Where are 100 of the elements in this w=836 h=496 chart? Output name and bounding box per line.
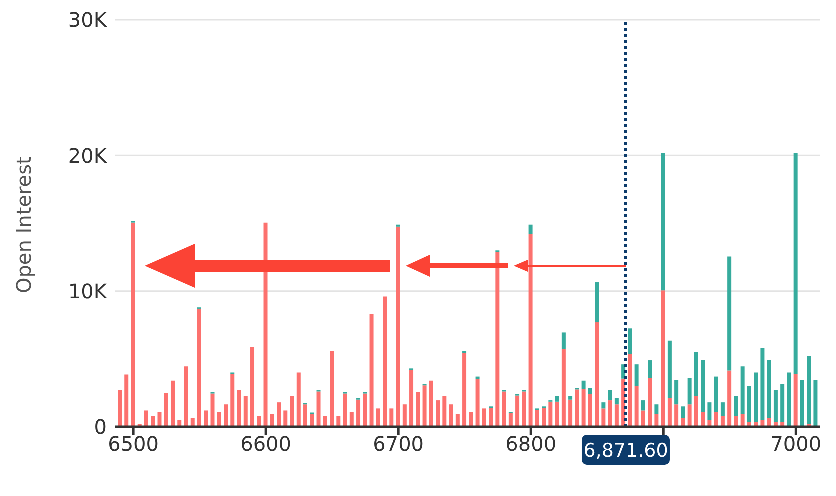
bar [170, 380, 175, 427]
y-tick-label: 20K [68, 144, 108, 168]
bar [814, 380, 818, 427]
bar [535, 410, 540, 427]
bar [708, 402, 712, 420]
bar [476, 380, 480, 427]
bar [740, 414, 745, 427]
bar [151, 416, 156, 427]
bar [582, 389, 586, 427]
bar [416, 392, 420, 427]
bar [807, 356, 812, 424]
bar [528, 224, 533, 234]
bar [608, 400, 612, 427]
bar [323, 416, 328, 427]
bar [237, 390, 242, 427]
bar [190, 418, 195, 427]
bar [343, 394, 348, 427]
bar [568, 400, 573, 427]
y-tick-label: 10K [68, 279, 108, 304]
bar [316, 392, 321, 427]
bar [376, 408, 380, 427]
bar [740, 366, 745, 414]
bar [350, 412, 354, 427]
bar [668, 340, 672, 399]
bar [508, 413, 513, 427]
bar [370, 314, 374, 427]
bar [754, 372, 758, 422]
bar [720, 402, 725, 416]
bar [336, 416, 341, 427]
bar [602, 402, 606, 409]
bar [562, 348, 566, 427]
bar [429, 380, 434, 427]
bar [694, 396, 698, 427]
bar [602, 408, 606, 427]
bar [224, 404, 228, 427]
bar [158, 412, 162, 427]
bar [641, 410, 646, 427]
bar [794, 152, 798, 374]
bar [668, 398, 672, 427]
bar [720, 416, 725, 427]
bar [555, 396, 560, 402]
bar [701, 360, 706, 412]
bar [270, 414, 274, 427]
bar [390, 408, 394, 427]
bar [787, 372, 792, 427]
bar [794, 374, 798, 427]
bar [363, 394, 368, 427]
bar [648, 360, 652, 378]
bar [244, 396, 248, 427]
bar [555, 402, 560, 427]
x-tick-label: 7000 [770, 432, 822, 456]
bar [608, 390, 612, 401]
bar [548, 402, 553, 427]
bar [760, 348, 765, 420]
bar [304, 404, 308, 427]
bar [588, 394, 592, 427]
bar [422, 386, 427, 427]
x-tick-label: 6600 [240, 432, 292, 456]
bar [489, 408, 494, 427]
bar [568, 396, 573, 400]
x-tick-label: 6800 [506, 432, 557, 456]
bar [410, 370, 414, 427]
bar [496, 252, 500, 427]
bar [688, 404, 692, 427]
bar [634, 364, 639, 386]
bar [701, 412, 706, 427]
bar [217, 412, 222, 427]
bar [542, 408, 546, 427]
bar [522, 392, 526, 427]
bar [210, 394, 215, 427]
bar [734, 416, 738, 427]
y-tick-label: 30K [68, 8, 108, 32]
bar [728, 256, 732, 371]
bar [277, 402, 282, 427]
bar [264, 222, 268, 427]
bar [661, 152, 666, 291]
bar [614, 404, 619, 427]
bar [131, 222, 136, 427]
bar [595, 282, 600, 323]
bar [595, 322, 600, 427]
bar [800, 380, 804, 427]
bar [118, 390, 122, 427]
bar [780, 384, 785, 422]
bar [634, 386, 639, 427]
bar [482, 408, 486, 427]
bar [681, 418, 686, 427]
bar [383, 296, 388, 427]
x-tick-label: 6500 [108, 432, 160, 456]
bar [476, 376, 480, 380]
bar [204, 410, 208, 427]
bar [774, 390, 778, 422]
y-tick-label: 0 [94, 415, 107, 440]
ref-line-label: 6,871.60 [584, 440, 668, 462]
bar [184, 366, 188, 427]
bar [562, 332, 566, 349]
bar [588, 388, 592, 394]
bar [396, 226, 400, 427]
bar [628, 328, 632, 354]
bar [728, 370, 732, 427]
bar [469, 412, 474, 427]
